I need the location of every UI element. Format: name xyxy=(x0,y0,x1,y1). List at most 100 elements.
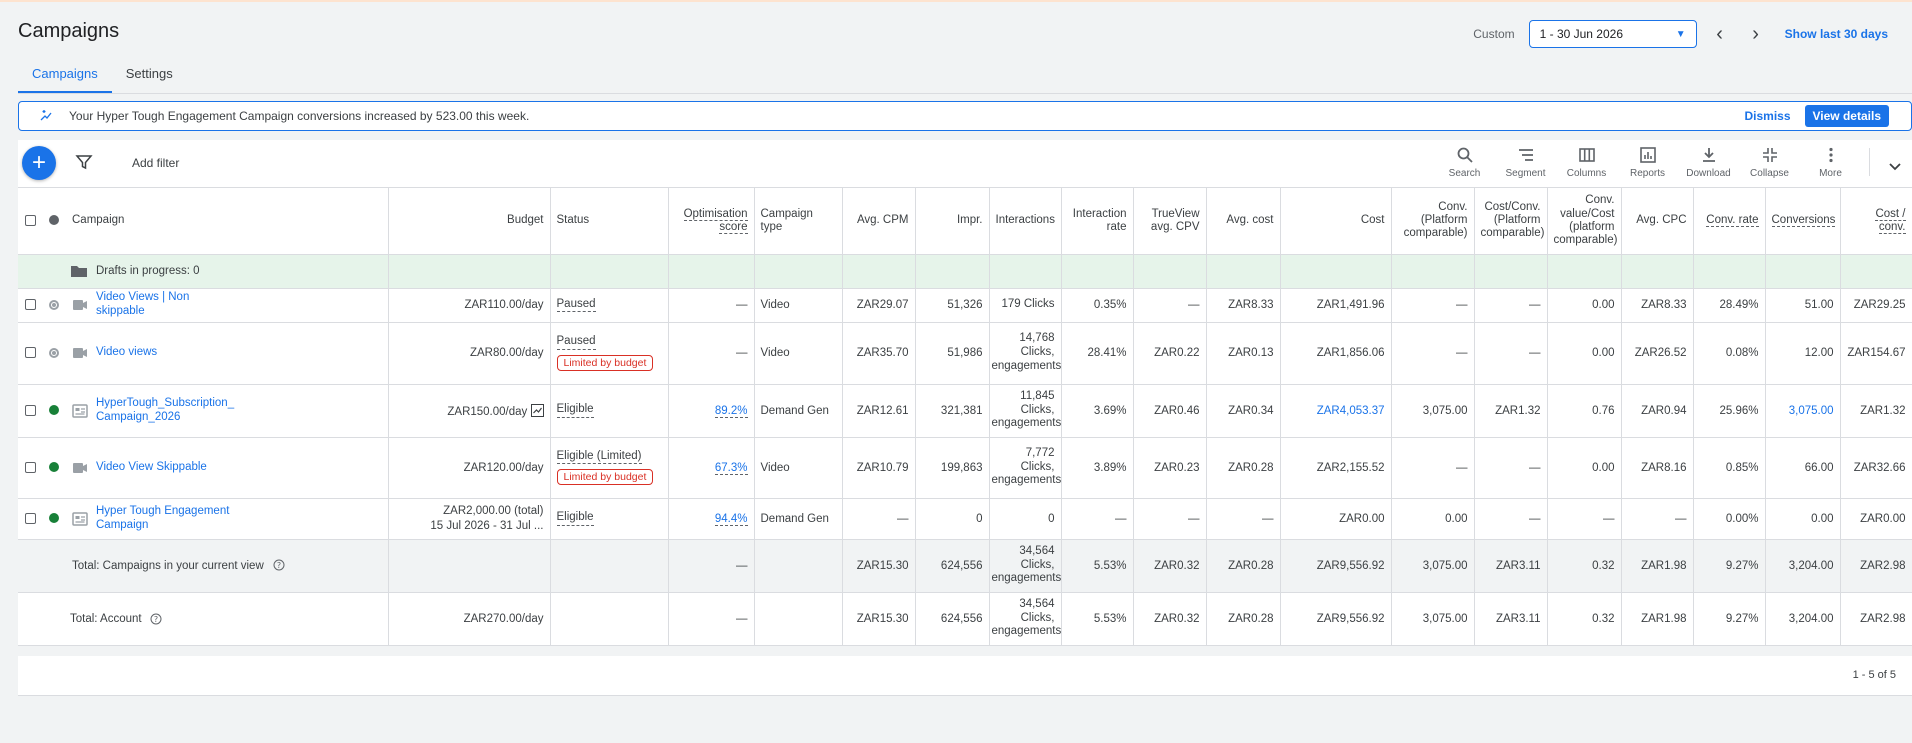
avg-cost-cell: ZAR0.28 xyxy=(1206,539,1281,593)
previous-period-button[interactable]: ‹ xyxy=(1716,22,1723,45)
budget-value: ZAR2,000.00 (total) xyxy=(443,505,544,518)
opt-score-cell[interactable]: 94.4% xyxy=(668,498,755,540)
create-campaign-button[interactable]: + xyxy=(22,146,56,180)
avg-cpc-cell: ZAR8.33 xyxy=(1621,288,1694,323)
status-cell[interactable]: Eligible (Limited) Limited by budget xyxy=(550,437,669,499)
more-tool-button[interactable]: More xyxy=(1800,146,1861,186)
budget-chart-icon[interactable] xyxy=(530,403,544,417)
cost-conv-pc-cell: — xyxy=(1474,322,1548,385)
opt-score-link[interactable]: 67.3% xyxy=(714,461,748,475)
expand-toolbar-button[interactable] xyxy=(1878,146,1912,186)
budget-cell[interactable]: ZAR110.00/day xyxy=(388,288,551,323)
row-checkbox[interactable] xyxy=(18,288,42,323)
row-checkbox[interactable] xyxy=(18,322,42,385)
campaign-link[interactable]: HyperTough_Subscription_ Campaign_2026 xyxy=(96,396,235,423)
header-interaction-rate[interactable]: Interaction rate xyxy=(1061,188,1134,255)
conversions-cell: 12.00 xyxy=(1765,322,1841,385)
download-tool-button[interactable]: Download xyxy=(1678,146,1739,186)
segment-tool-button[interactable]: Segment xyxy=(1495,146,1556,186)
limited-by-budget-badge[interactable]: Limited by budget xyxy=(556,354,654,371)
trueview-cell: ZAR0.46 xyxy=(1133,384,1207,438)
status-cell[interactable]: Paused Limited by budget xyxy=(550,322,669,385)
header-conversions[interactable]: Conversions xyxy=(1765,188,1841,255)
status-cell[interactable]: Paused xyxy=(550,288,669,323)
conversions-link[interactable]: 3,075.00 xyxy=(1788,404,1834,417)
tab-campaigns[interactable]: Campaigns xyxy=(18,58,112,94)
limited-by-budget-badge[interactable]: Limited by budget xyxy=(556,469,654,486)
budget-cell[interactable]: ZAR2,000.00 (total) 15 Jul 2026 - 31 Jul… xyxy=(388,498,551,540)
header-cost-per-conv[interactable]: Cost / conv. xyxy=(1840,188,1912,255)
type-cell: Video xyxy=(754,288,843,323)
dismiss-button[interactable]: Dismiss xyxy=(1744,109,1791,123)
int-rate-cell: 0.35% xyxy=(1061,288,1134,323)
help-icon[interactable]: ? xyxy=(273,559,285,571)
header-avg-cpc[interactable]: Avg. CPC xyxy=(1621,188,1694,255)
header-conv-value-cost-platform-comparable[interactable]: Conv. value/Cost (platform comparable) xyxy=(1547,188,1622,255)
header-cost-conv-platform-comparable[interactable]: Cost/Conv. (Platform comparable) xyxy=(1474,188,1548,255)
type-cell: Video xyxy=(754,437,843,499)
campaign-link[interactable]: Video View Skippable xyxy=(96,460,207,473)
budget-cell[interactable]: ZAR80.00/day xyxy=(388,322,551,385)
header-impressions[interactable]: Impr. xyxy=(915,188,990,255)
opt-score-cell: — xyxy=(668,592,755,646)
header-status[interactable]: Status xyxy=(550,188,669,255)
cost-link[interactable]: ZAR4,053.37 xyxy=(1316,404,1385,417)
select-all-checkbox[interactable] xyxy=(18,188,42,255)
status-text: Paused xyxy=(556,298,596,313)
campaign-link[interactable]: Hyper Tough Engagement Campaign xyxy=(96,504,230,531)
total-view-label: Total: Campaigns in your current view xyxy=(72,560,264,572)
header-budget[interactable]: Budget xyxy=(388,188,551,255)
total-account-label: Total: Account xyxy=(70,612,142,625)
budget-cell[interactable]: ZAR120.00/day xyxy=(388,437,551,499)
table-row: Video Views | Non skippable ZAR110.00/da… xyxy=(18,288,1912,323)
header-campaign[interactable]: Campaign xyxy=(66,188,389,255)
header-avg-cost[interactable]: Avg. cost xyxy=(1206,188,1281,255)
filter-icon[interactable] xyxy=(74,152,94,172)
campaigns-table: Campaign Budget Status Optimisation scor… xyxy=(18,188,1912,646)
add-filter-button[interactable]: Add filter xyxy=(132,156,180,170)
campaign-link[interactable]: Video views xyxy=(96,346,158,359)
row-checkbox[interactable] xyxy=(18,498,42,540)
status-cell[interactable]: Eligible xyxy=(550,384,669,438)
row-checkbox[interactable] xyxy=(18,437,42,499)
header-conv-rate[interactable]: Conv. rate xyxy=(1693,188,1766,255)
drafts-row[interactable]: Drafts in progress: 0 xyxy=(18,254,1912,289)
conversions-cell[interactable]: 3,075.00 xyxy=(1765,384,1841,438)
header-optimisation-score[interactable]: Optimisation score xyxy=(668,188,755,255)
status-text: Eligible xyxy=(556,511,594,526)
date-range-select[interactable]: 1 - 30 Jun 2026 ▼ xyxy=(1528,20,1697,48)
header-avg-cpm[interactable]: Avg. CPM xyxy=(842,188,916,255)
opt-score-cell[interactable]: 67.3% xyxy=(668,437,755,499)
type-cell: Demand Gen xyxy=(754,498,843,540)
header-interactions[interactable]: Interactions xyxy=(989,188,1062,255)
next-period-button[interactable]: › xyxy=(1752,22,1759,45)
header-cost-per-conv-label: Cost / conv. xyxy=(1875,207,1906,234)
search-tool-button[interactable]: Search xyxy=(1434,146,1495,186)
row-checkbox[interactable] xyxy=(18,384,42,438)
conv-val-pc-cell: 0.32 xyxy=(1547,539,1622,593)
opt-score-cell[interactable]: 89.2% xyxy=(668,384,755,438)
status-cell[interactable]: Eligible xyxy=(550,498,669,540)
budget-cell[interactable]: ZAR150.00/day xyxy=(388,384,551,438)
header-conv-platform-comparable[interactable]: Conv. (Platform comparable) xyxy=(1391,188,1475,255)
view-details-button[interactable]: View details xyxy=(1804,105,1889,127)
campaign-link[interactable]: Video Views | Non skippable xyxy=(96,291,190,317)
status-text: Paused xyxy=(556,335,596,350)
opt-score-cell: — xyxy=(668,322,755,385)
opt-score-cell: — xyxy=(668,539,755,593)
columns-tool-button[interactable]: Columns xyxy=(1556,146,1617,186)
header-trueview-avg-cpv[interactable]: TrueView avg. CPV xyxy=(1133,188,1207,255)
opt-score-link[interactable]: 94.4% xyxy=(714,512,748,526)
tab-settings[interactable]: Settings xyxy=(125,66,173,81)
opt-score-link[interactable]: 89.2% xyxy=(714,404,748,418)
budget-cell: ZAR270.00/day xyxy=(388,592,551,646)
help-icon[interactable]: ? xyxy=(150,613,162,625)
reports-tool-button[interactable]: Reports xyxy=(1617,146,1678,186)
collapse-tool-button[interactable]: Collapse xyxy=(1739,146,1800,186)
header-cost[interactable]: Cost xyxy=(1280,188,1392,255)
cost-cell[interactable]: ZAR4,053.37 xyxy=(1280,384,1392,438)
header-campaign-type[interactable]: Campaign type xyxy=(754,188,843,255)
page-title: Campaigns xyxy=(18,20,120,42)
show-last-30-days-link[interactable]: Show last 30 days xyxy=(1784,27,1888,41)
header-conv-rate-label: Conv. rate xyxy=(1706,214,1759,228)
